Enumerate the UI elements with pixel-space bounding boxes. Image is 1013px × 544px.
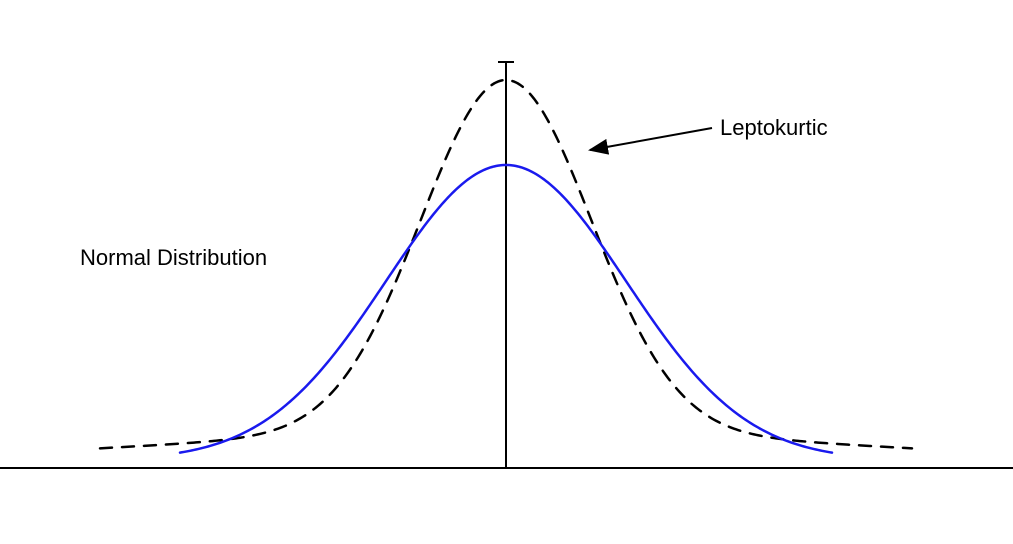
leptokurtic-label: Leptokurtic [720, 115, 828, 141]
normal-distribution-label: Normal Distribution [80, 245, 267, 271]
leptokurtic-arrow [590, 128, 712, 150]
distribution-chart: Normal Distribution Leptokurtic [0, 0, 1013, 544]
chart-svg [0, 0, 1013, 544]
arrows [590, 128, 712, 150]
